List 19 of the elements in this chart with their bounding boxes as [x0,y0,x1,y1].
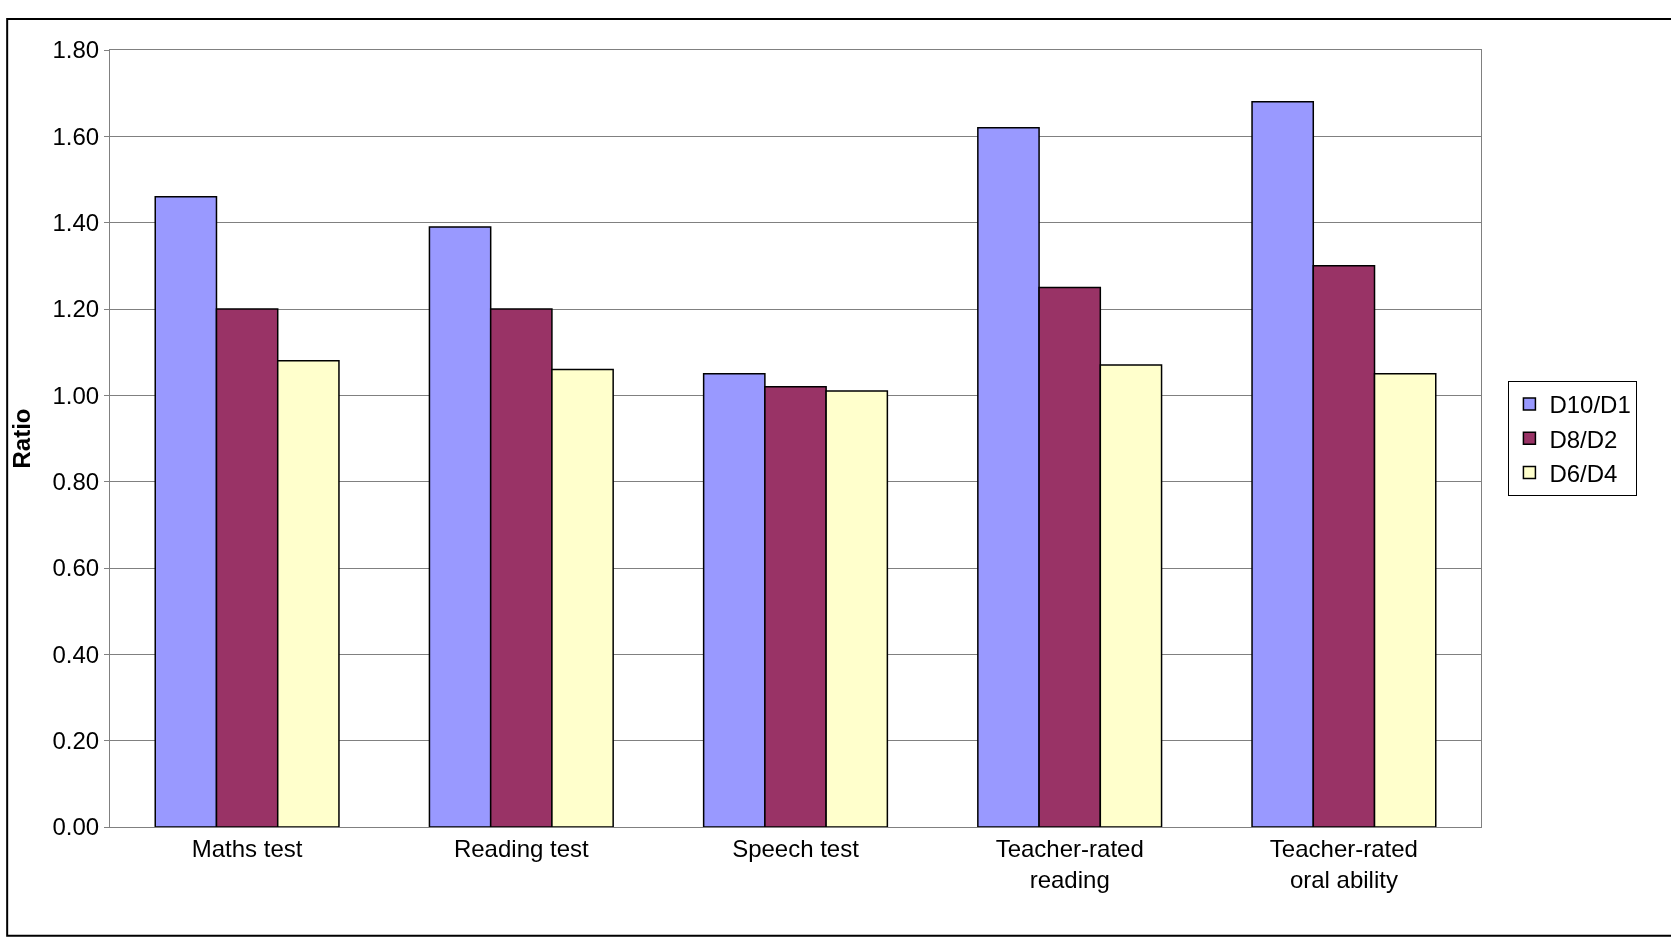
y-tick-label: 0.20 [52,727,100,755]
y-tick-label: 1.80 [52,36,100,64]
x-tick-label: Teacher-rated reading [995,834,1144,893]
y-tick-label: 0.80 [52,468,100,496]
y-tick-label: 0.60 [52,554,100,582]
x-tick-label: Reading test [453,834,589,862]
x-tick-label: Maths test [191,834,303,862]
y-axis-title: Ratio [7,408,35,469]
y-tick-label: 1.00 [52,381,100,409]
legend-label: D10/D1 [1549,391,1631,419]
x-tick-label: Speech test [732,834,860,862]
y-tick-label: 1.40 [52,209,100,237]
y-tick-label: 0.00 [52,813,100,841]
y-tick-label: 0.40 [52,640,100,668]
legend-label: D8/D2 [1549,425,1618,453]
y-tick-label: 1.20 [52,295,100,323]
y-tick-label: 1.60 [52,122,100,150]
x-tick-label: Teacher-rated oral ability [1269,834,1418,893]
legend-label: D6/D4 [1549,459,1618,487]
